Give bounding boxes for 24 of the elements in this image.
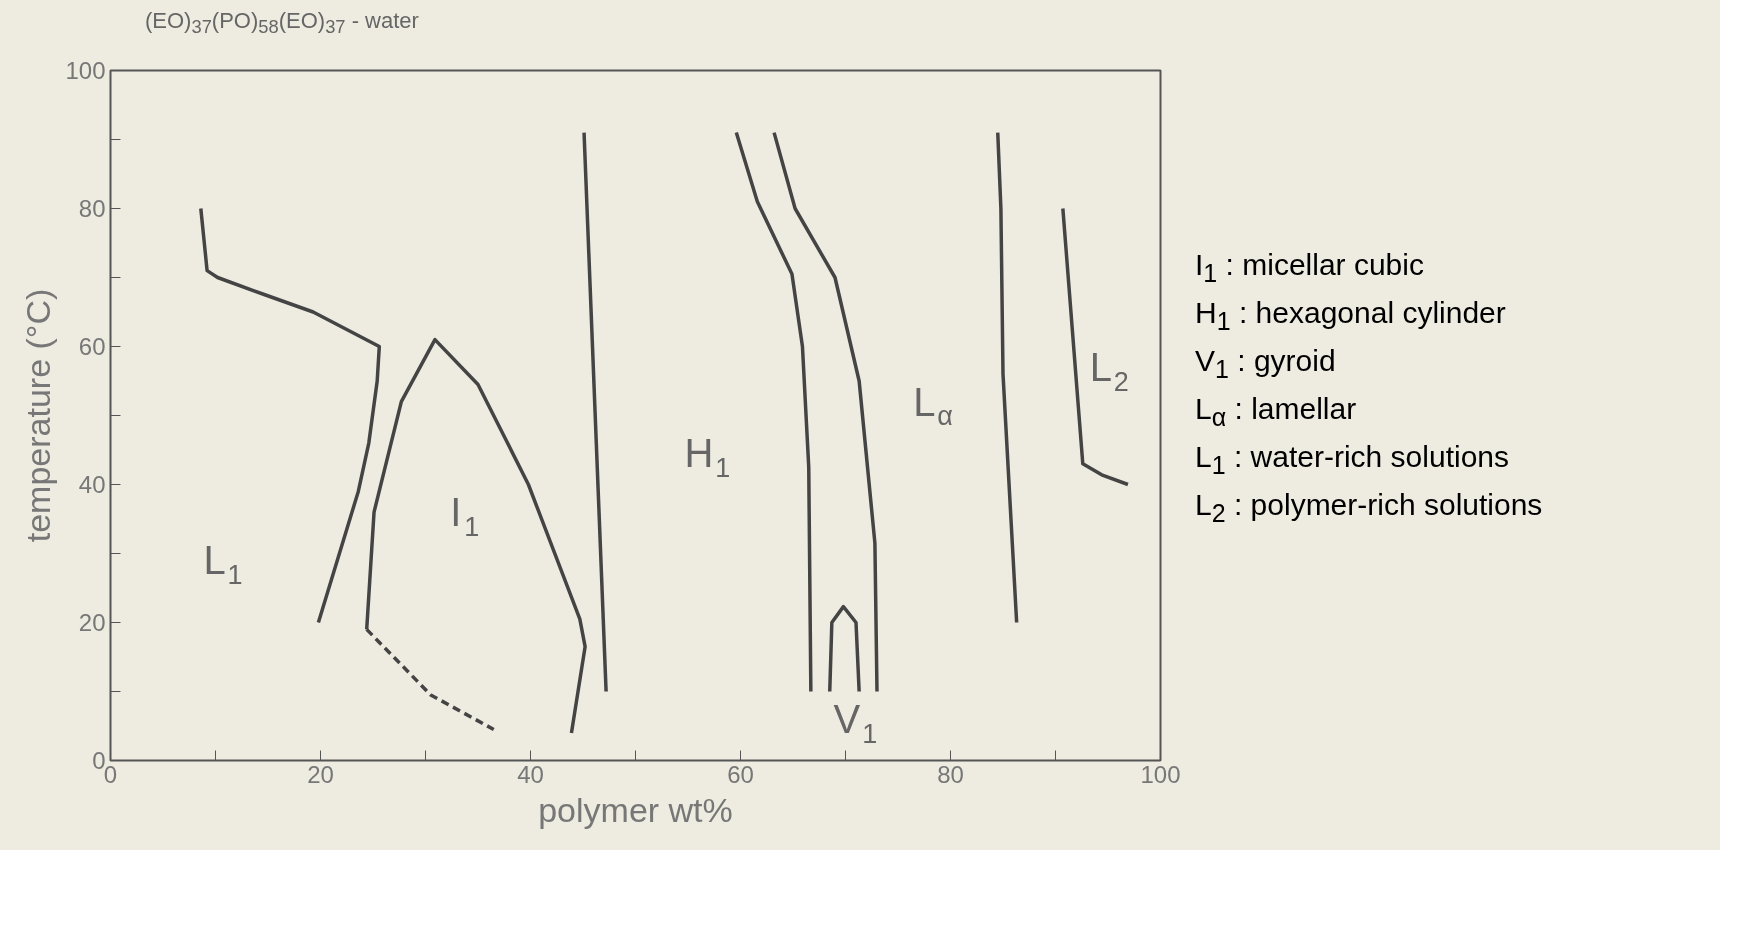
text: I$_{1}$ : micellar cubic <box>1195 247 1425 289</box>
line-series <box>772 130 879 694</box>
text: L$_{1}$ : water-rich solutions <box>1195 439 1511 481</box>
y-tick-label: 40 <box>78 471 106 498</box>
y-tick-label: 100 <box>65 57 106 84</box>
text: L$_{2}$ : polymer-rich solutions <box>1195 487 1543 529</box>
x-tick-label: 100 <box>1140 760 1181 788</box>
y-tick-label: 60 <box>78 333 106 360</box>
x-axis-title: polymer wt% <box>538 790 733 829</box>
line-series <box>1061 206 1130 487</box>
text: V$_{1}$ : gyroid <box>1195 343 1337 385</box>
chart-title: (EO)$_{37}$(PO)$_{58}$(EO)$_{37}$ - water <box>145 7 419 40</box>
text: L$_{α}$ : lamellar <box>1195 391 1358 433</box>
text: H$_{1}$ : hexagonal cylinder <box>1195 295 1507 337</box>
x-tick-label: 20 <box>307 760 334 788</box>
y-axis-title: temperature (°C) <box>19 288 58 543</box>
y-tick-label: 80 <box>78 195 106 222</box>
x-tick-label: 60 <box>727 760 754 788</box>
line-series <box>734 130 813 694</box>
y-tick-label: 20 <box>78 609 106 636</box>
x-tick-label: 40 <box>517 760 544 788</box>
line-series <box>199 206 382 625</box>
x-tick-label: 80 <box>937 760 964 788</box>
line-series <box>996 130 1019 625</box>
